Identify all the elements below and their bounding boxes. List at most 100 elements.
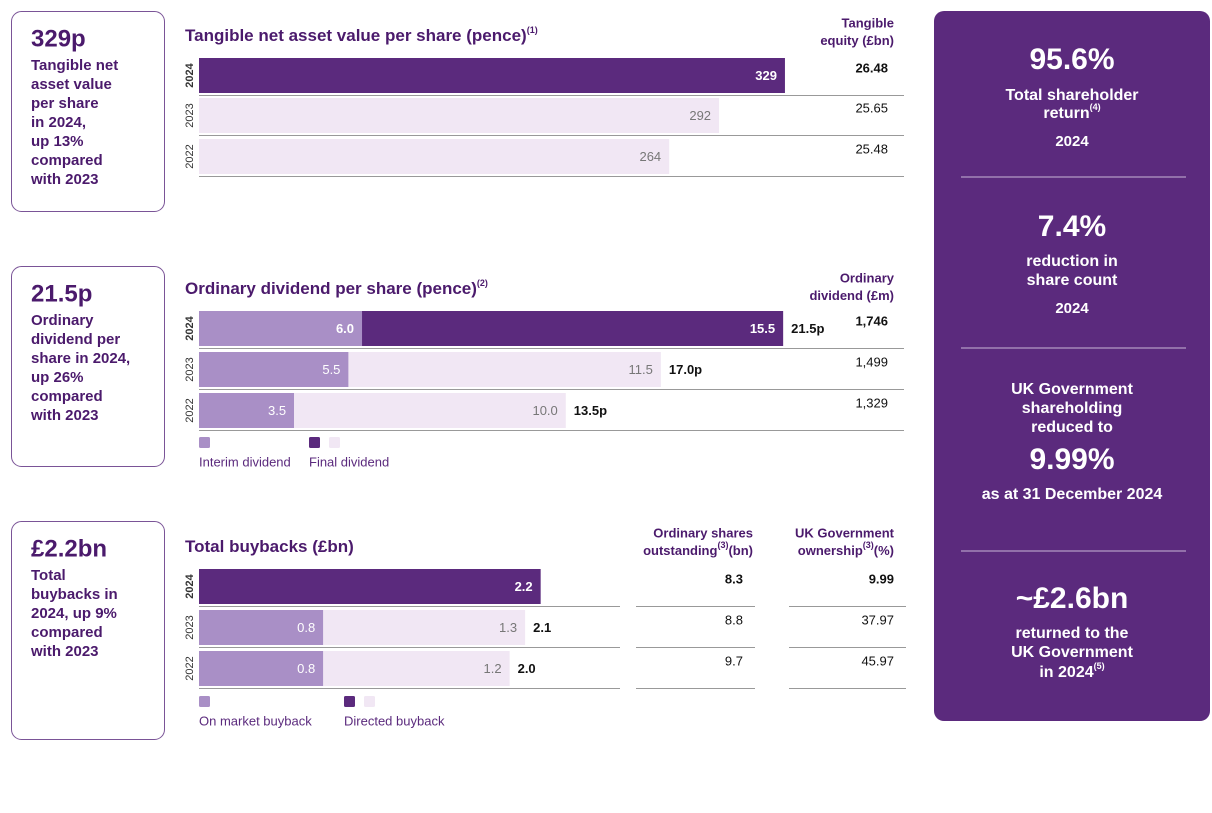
bar [199,393,295,428]
table-value: 26.48 [855,60,888,75]
highlight-box [11,521,165,740]
sidebar-text: return(4) [1043,102,1100,122]
table-value: 45.97 [861,653,894,668]
text-part: ownership [798,543,863,558]
year-label: 2022 [184,656,196,680]
note: (3) [717,540,728,550]
bar-label: 0.8 [297,620,315,635]
column-header: ownership(3)(%) [798,540,894,558]
text-part: share count [1027,272,1118,289]
highlight-text: Tangible net [31,57,118,74]
sidebar-year: 2024 [1055,133,1089,150]
bar-label: 10.0 [532,403,557,418]
sidebar-text: returned to the [1016,625,1129,642]
highlight-text: share in 2024, [31,350,130,367]
bar [323,651,510,686]
highlight-value: 329p [31,25,86,52]
bar [294,393,566,428]
text-part: UK Government [1011,644,1133,661]
table-value: 9.99 [869,571,894,586]
highlight-text: up 26% [31,369,84,386]
highlight-text: compared [31,152,103,169]
text-part: Total shareholder [1005,87,1138,104]
highlight-text: 2024, up 9% [31,605,117,622]
legend-label: Interim dividend [199,454,291,469]
sidebar-text: UK Government [1011,381,1133,398]
sidebar-value: 7.4% [1038,210,1106,243]
column-header: equity (£bn) [820,33,894,48]
text-part: as at 31 December 2024 [982,486,1163,503]
sidebar-text: share count [1027,272,1118,289]
legend-label: Final dividend [309,454,389,469]
table-value: 8.8 [725,612,743,627]
legend-label: Directed buyback [344,713,445,728]
column-header: dividend (£m) [809,288,894,303]
text-part: outstanding [643,543,717,558]
column-header: Ordinary shares [653,525,753,540]
year-label: 2023 [184,103,196,127]
highlight-text: in 2024, [31,114,86,131]
sidebar-text: reduced to [1031,419,1113,436]
sidebar-value: ~£2.6bn [1016,582,1129,615]
sidebar-text: in 2024(5) [1039,661,1104,681]
legend-swatch [364,696,375,707]
table-value: 9.7 [725,653,743,668]
highlight-text: dividend per [31,331,120,348]
total-label: 17.0p [669,362,702,377]
text-part: return [1043,105,1089,122]
chart-title: Ordinary dividend per share (pence)(2) [185,278,488,298]
total-label: 2.1 [533,620,551,635]
note: (3) [863,540,874,550]
bar [362,311,784,346]
highlight-text: compared [31,388,103,405]
bar [348,352,661,387]
text-part: (%) [874,543,894,558]
sidebar-text: reduction in [1026,253,1118,270]
text-part: in 2024 [1039,664,1093,681]
column-header: outstanding(3)(bn) [643,540,753,558]
bar-label: 0.8 [297,661,315,676]
highlight-box [11,266,165,467]
table-value: 1,329 [855,395,888,410]
legend-swatch [309,437,320,448]
highlight-value: 21.5p [31,280,92,307]
text-part: dividend (£m) [809,288,894,303]
bar-label: 3.5 [268,403,286,418]
year-label: 2024 [184,315,196,340]
highlight-value: £2.2bn [31,535,107,562]
table-value: 8.3 [725,571,743,586]
highlight-text: asset value [31,76,112,93]
legend-label: On market buyback [199,713,312,728]
bar [323,610,526,645]
highlight-text: with 2023 [30,643,99,660]
legend-swatch [329,437,340,448]
sidebar-value: 95.6% [1029,43,1114,76]
year-label: 2022 [184,398,196,422]
chart-title: Tangible net asset value per share (penc… [185,25,538,45]
highlight-text: buybacks in [31,586,118,603]
sidebar-panel [934,11,1210,721]
bar-label: 5.5 [322,362,340,377]
column-header: Tangible [842,15,894,30]
note: (5) [1094,661,1105,671]
total-label: 2.0 [518,661,536,676]
bar-label: 292 [689,108,711,123]
bar-label: 1.3 [499,620,517,635]
legend-swatch [344,696,355,707]
bar [199,139,670,174]
bar-label: 329 [755,68,777,83]
sidebar-value: 9.99% [1029,443,1114,476]
legend-swatch [199,437,210,448]
sidebar-year: 2024 [1055,300,1089,317]
bar [199,651,324,686]
sidebar-text: Total shareholder [1005,87,1138,104]
bar-label: 264 [639,149,661,164]
text-part: reduction in [1026,253,1118,270]
table-value: 1,499 [855,354,888,369]
year-label: 2022 [184,144,196,168]
bar [199,352,349,387]
bar-label: 15.5 [750,321,775,336]
bar [199,58,785,93]
column-header: UK Government [795,525,895,540]
